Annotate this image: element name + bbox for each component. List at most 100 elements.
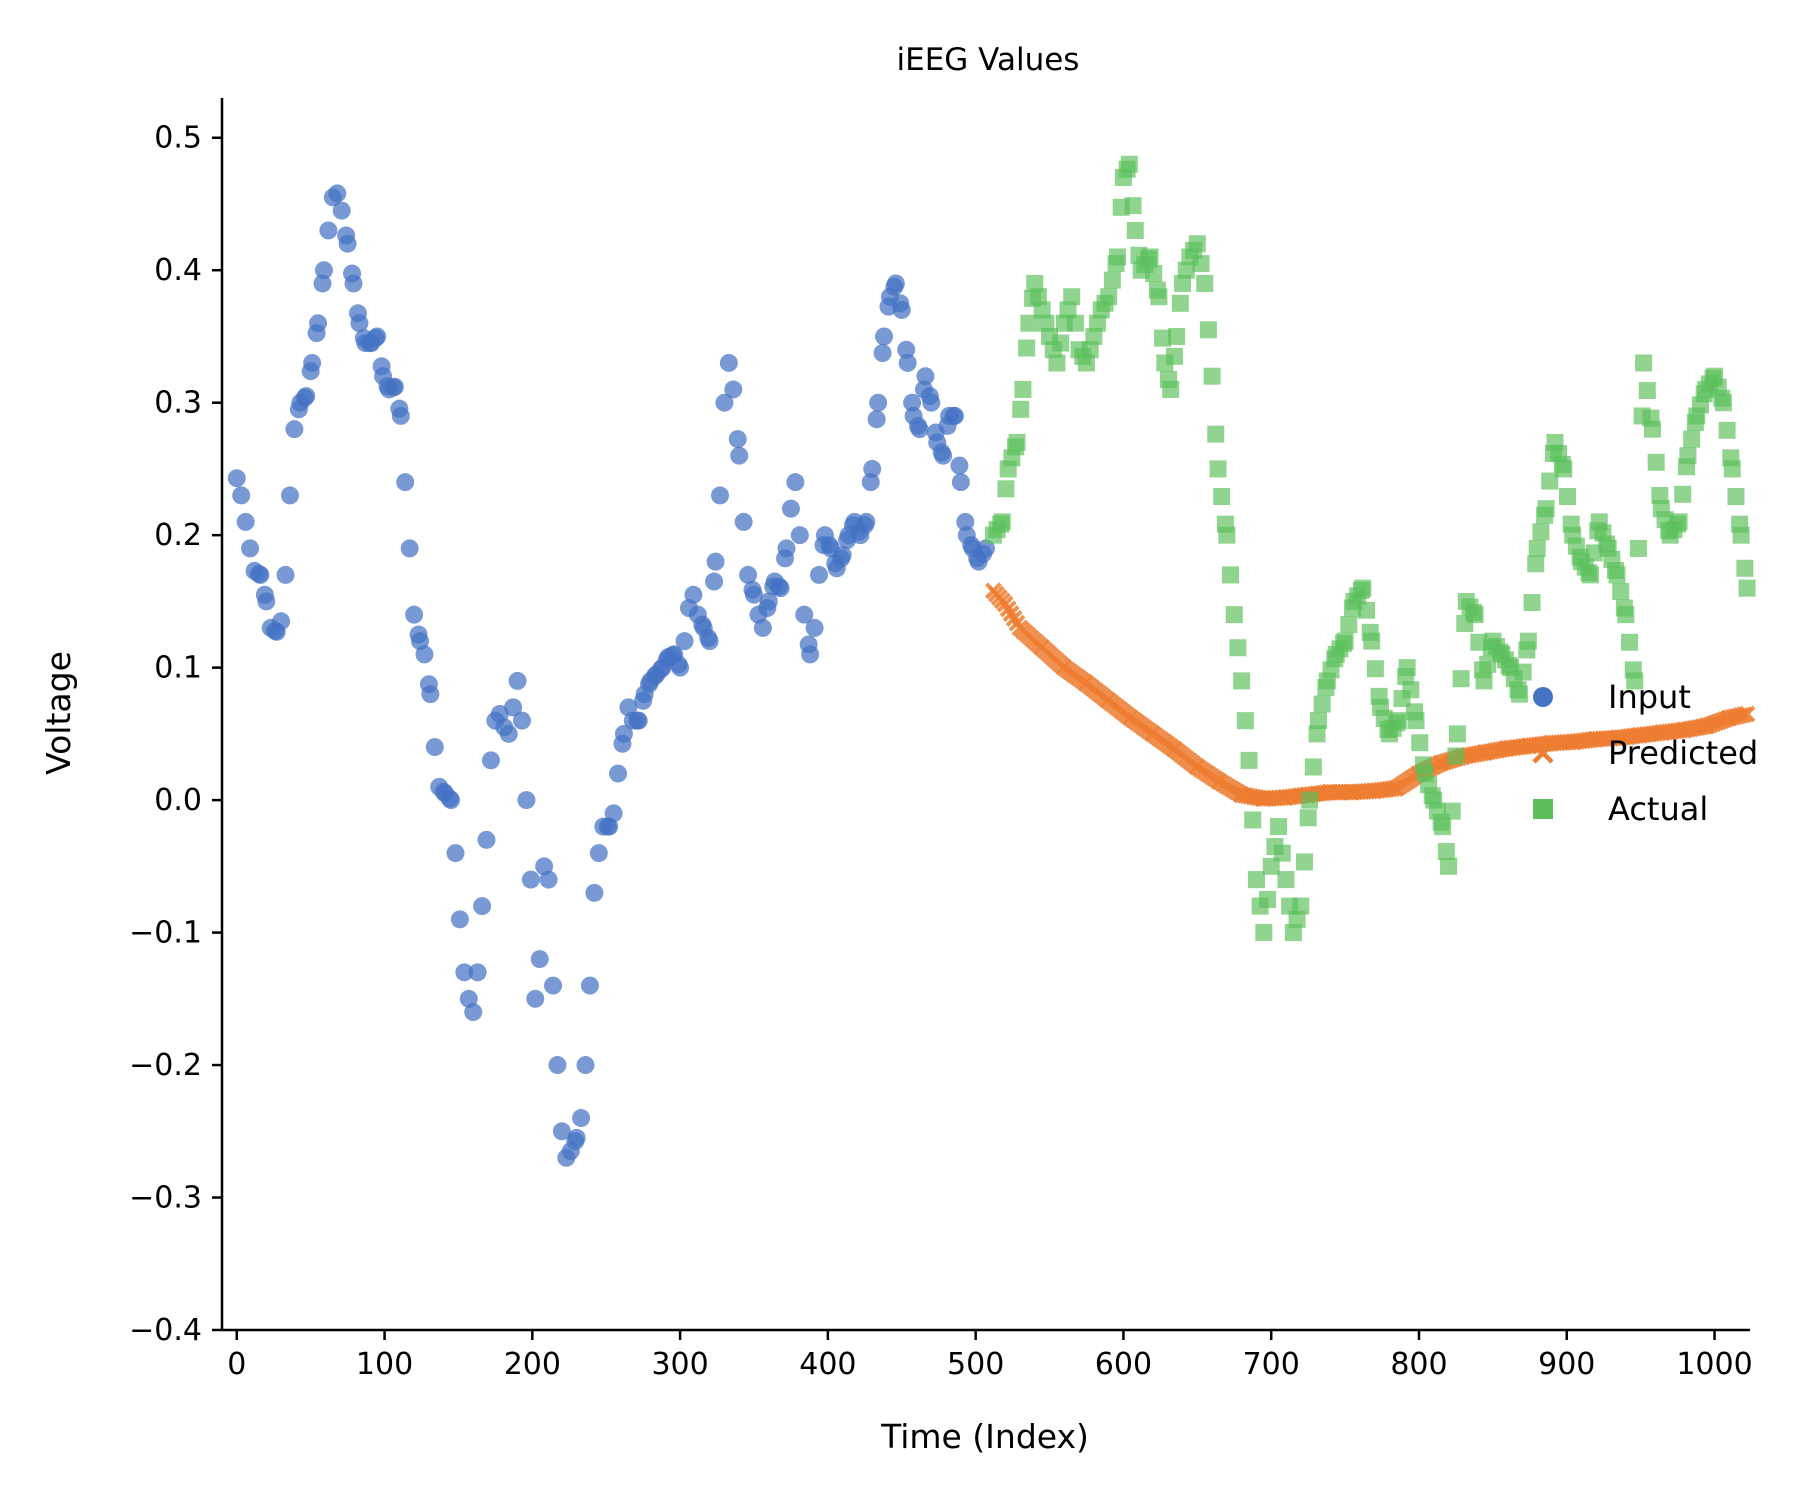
actual-point [1528, 539, 1546, 557]
actual-point [1555, 460, 1573, 478]
input-point [744, 585, 763, 604]
input-point [863, 459, 882, 478]
legend: Input Predicted Actual [1532, 678, 1758, 828]
input-point [272, 612, 291, 631]
actual-point [1259, 890, 1277, 908]
actual-point [1203, 367, 1221, 385]
input-point [236, 512, 255, 531]
input-point [468, 963, 487, 982]
actual-point [1029, 288, 1047, 306]
x-tick-label: 500 [947, 1347, 1004, 1382]
x-axis-label: Time (Index) [880, 1417, 1089, 1456]
input-point [319, 221, 338, 240]
actual-point [1301, 791, 1319, 809]
y-axis-label: Voltage [39, 651, 78, 775]
input-point [728, 430, 747, 449]
input-point [801, 645, 820, 664]
input-point [415, 645, 434, 664]
actual-point [1612, 582, 1630, 600]
input-point [795, 605, 814, 624]
actual-point [1150, 288, 1168, 306]
input-point [350, 314, 369, 333]
actual-point [1514, 663, 1532, 681]
actual-point [993, 513, 1011, 531]
input-point [786, 473, 805, 492]
x-tick-label: 100 [356, 1347, 413, 1382]
input-point [285, 420, 304, 439]
actual-point [1354, 579, 1372, 597]
actual-point [1679, 447, 1697, 465]
input-point [280, 486, 299, 505]
actual-point [1018, 339, 1036, 357]
x-tick-label: 700 [1243, 1347, 1300, 1382]
x-tick-label: 900 [1538, 1347, 1595, 1382]
actual-point [1165, 347, 1183, 365]
x-tick-label: 1000 [1676, 1347, 1752, 1382]
series-layer [227, 155, 1756, 1167]
actual-point [1447, 747, 1465, 765]
actual-point [1100, 288, 1118, 306]
actual-point [1541, 472, 1559, 490]
actual-point [1358, 601, 1376, 619]
input-point [922, 393, 941, 412]
input-point [700, 632, 719, 651]
input-point [314, 261, 333, 280]
y-tick-label: −0.3 [129, 1181, 202, 1216]
actual-point [1141, 248, 1159, 266]
series-predicted [984, 582, 1756, 808]
actual-point [1014, 380, 1032, 398]
input-point [446, 844, 465, 863]
actual-point [1284, 924, 1302, 942]
actual-point [1103, 271, 1121, 289]
actual-point [1059, 301, 1077, 319]
input-point [309, 314, 328, 333]
input-point [508, 671, 527, 690]
series-input [227, 184, 995, 1167]
actual-point [1402, 681, 1420, 699]
input-point [857, 512, 876, 531]
series-actual [984, 155, 1756, 942]
actual-point [1738, 579, 1756, 597]
actual-point [1714, 394, 1732, 412]
y-tick-label: 0.1 [154, 651, 202, 686]
input-point [400, 539, 419, 558]
input-point [396, 473, 415, 492]
actual-point [1466, 606, 1484, 624]
y-tick-label: −0.2 [129, 1048, 202, 1083]
actual-point [1448, 725, 1466, 743]
legend-marker-actual [1533, 799, 1553, 819]
input-point [875, 327, 894, 346]
actual-point [1304, 758, 1322, 776]
actual-point [997, 480, 1015, 498]
actual-point [1308, 725, 1326, 743]
actual-point [1629, 539, 1647, 557]
input-point [517, 791, 536, 810]
input-point [450, 910, 469, 929]
y-tick-label: 0.0 [154, 783, 202, 818]
actual-point [1626, 672, 1644, 690]
actual-point [1643, 420, 1661, 438]
y-tick-label: 0.4 [154, 253, 202, 288]
input-point [539, 870, 558, 889]
input-point [867, 410, 886, 429]
input-point [257, 592, 276, 611]
input-point [338, 234, 357, 253]
actual-point [1171, 294, 1189, 312]
input-point [771, 579, 790, 598]
actual-point [1313, 695, 1331, 713]
input-point [580, 976, 599, 995]
actual-point [1089, 314, 1107, 332]
input-point [730, 446, 749, 465]
actual-point [1192, 255, 1210, 273]
y-tick-label: −0.4 [129, 1313, 202, 1348]
x-tick-label: 600 [1095, 1347, 1152, 1382]
input-point [609, 764, 628, 783]
actual-point [1527, 555, 1545, 573]
x-tick-label: 400 [799, 1347, 856, 1382]
input-point [711, 486, 730, 505]
input-point [897, 340, 916, 359]
input-point [977, 539, 995, 558]
actual-point [1288, 910, 1306, 928]
input-point [232, 486, 251, 505]
y-ticks: 0.5 0.4 0.3 0.2 0.1 0.0 −0.1 −0.2 −0.3 −0.4 [129, 121, 222, 1348]
